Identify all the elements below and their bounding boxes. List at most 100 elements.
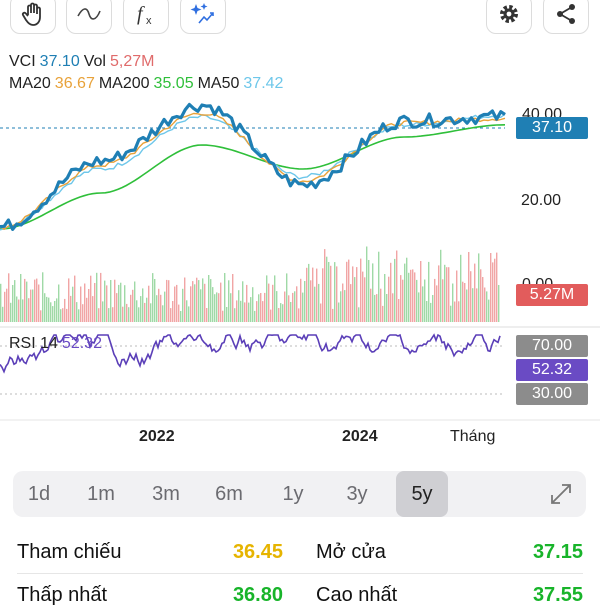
volume-bar [224, 273, 226, 322]
volume-bar [138, 307, 140, 322]
volume-bar [466, 289, 468, 322]
volume-bar [36, 278, 38, 322]
volume-bar [234, 308, 236, 322]
line-tool-button[interactable] [66, 0, 112, 34]
ai-analysis-button[interactable] [180, 0, 226, 34]
volume-bar [146, 297, 148, 322]
volume-bar [328, 262, 330, 322]
share-button[interactable] [543, 0, 589, 34]
volume-bar [188, 306, 190, 322]
volume-bar [384, 274, 386, 322]
volume-bar [394, 258, 396, 322]
volume-bar [402, 279, 404, 322]
rsi-current-tag: 52.32 [516, 359, 588, 381]
volume-bar [288, 295, 290, 322]
volume-bar [58, 284, 60, 322]
volume-bar [236, 300, 238, 322]
period-1m[interactable]: 1m [87, 483, 115, 505]
rsi-label: RSI 14 [9, 335, 58, 352]
low-price-value: 36.80 [232, 584, 283, 606]
open-price-value: 37.15 [532, 541, 583, 563]
series-vci [0, 102, 506, 231]
volume-bar [252, 287, 254, 322]
volume-bar [14, 280, 16, 322]
volume-bar [108, 308, 110, 322]
volume-bar [344, 290, 346, 322]
volume-bar [368, 260, 370, 322]
volume-bar [474, 263, 476, 322]
settings-button[interactable] [486, 0, 532, 34]
volume-bar [48, 297, 50, 322]
volume-bar [130, 294, 132, 322]
volume-bar [260, 293, 262, 322]
volume-bar [458, 301, 460, 322]
volume-bar [74, 275, 76, 322]
volume-bar [2, 306, 4, 322]
period-6m[interactable]: 6m [215, 483, 243, 505]
volume-bar [382, 305, 384, 322]
volume-bar [92, 296, 94, 322]
volume-bar [280, 303, 282, 322]
volume-bar [194, 284, 196, 322]
volume-bar [158, 288, 160, 322]
volume-bar [82, 304, 84, 322]
volume-bar [212, 287, 214, 322]
volume-bar [398, 299, 400, 322]
volume-bar [262, 301, 264, 322]
volume-bar [386, 294, 388, 322]
expand-icon[interactable] [548, 481, 574, 507]
volume-bar [478, 253, 480, 322]
volume-bar [52, 306, 54, 322]
current-price-tag: 37.10 [516, 117, 588, 139]
volume-bar [310, 280, 312, 322]
volume-bar [148, 285, 150, 322]
rsi-upper-tag: 70.00 [516, 335, 588, 357]
volume-bar [18, 299, 20, 322]
period-3m[interactable]: 3m [152, 483, 180, 505]
volume-bar [480, 269, 482, 322]
volume-bar [356, 267, 358, 322]
hand-tool-button[interactable] [10, 0, 56, 34]
volume-bar [206, 308, 208, 322]
volume-bar [358, 307, 360, 322]
volume-bar [38, 284, 40, 322]
volume-bar [424, 279, 426, 322]
volume-bar [190, 286, 192, 322]
volume-bar [472, 288, 474, 322]
series-ma20 [0, 112, 506, 230]
volume-bar [264, 292, 266, 322]
volume-bar [388, 276, 390, 322]
volume-bar [326, 256, 328, 322]
volume-bar [0, 283, 2, 322]
period-1d[interactable]: 1d [27, 483, 51, 505]
volume-bar [166, 279, 168, 322]
volume-bar [174, 286, 176, 322]
volume-bar [60, 309, 62, 322]
volume-bar [154, 279, 156, 322]
volume-bar [34, 279, 36, 322]
volume-bar [110, 280, 112, 322]
period-5y[interactable]: 5y [396, 471, 448, 517]
series-ma50 [0, 113, 506, 231]
volume-bar [392, 293, 394, 322]
volume-bar [106, 285, 108, 322]
rsi-legend: RSI 14 52.32 [9, 334, 106, 354]
volume-bar [306, 267, 308, 322]
price-chart[interactable] [0, 0, 600, 460]
volume-bar [272, 284, 274, 322]
volume-bar [180, 311, 182, 322]
volume-bar [242, 281, 244, 322]
volume-bar [302, 292, 304, 322]
volume-bar [450, 305, 452, 322]
volume-bar [90, 275, 92, 322]
volume-bar [62, 308, 64, 322]
period-1y[interactable]: 1y [282, 483, 304, 505]
volume-bar [488, 299, 490, 322]
volume-bar [412, 269, 414, 322]
volume-bar [144, 302, 146, 322]
volume-bar [308, 263, 310, 322]
svg-text:f: f [137, 3, 145, 25]
period-3y[interactable]: 3y [346, 483, 368, 505]
